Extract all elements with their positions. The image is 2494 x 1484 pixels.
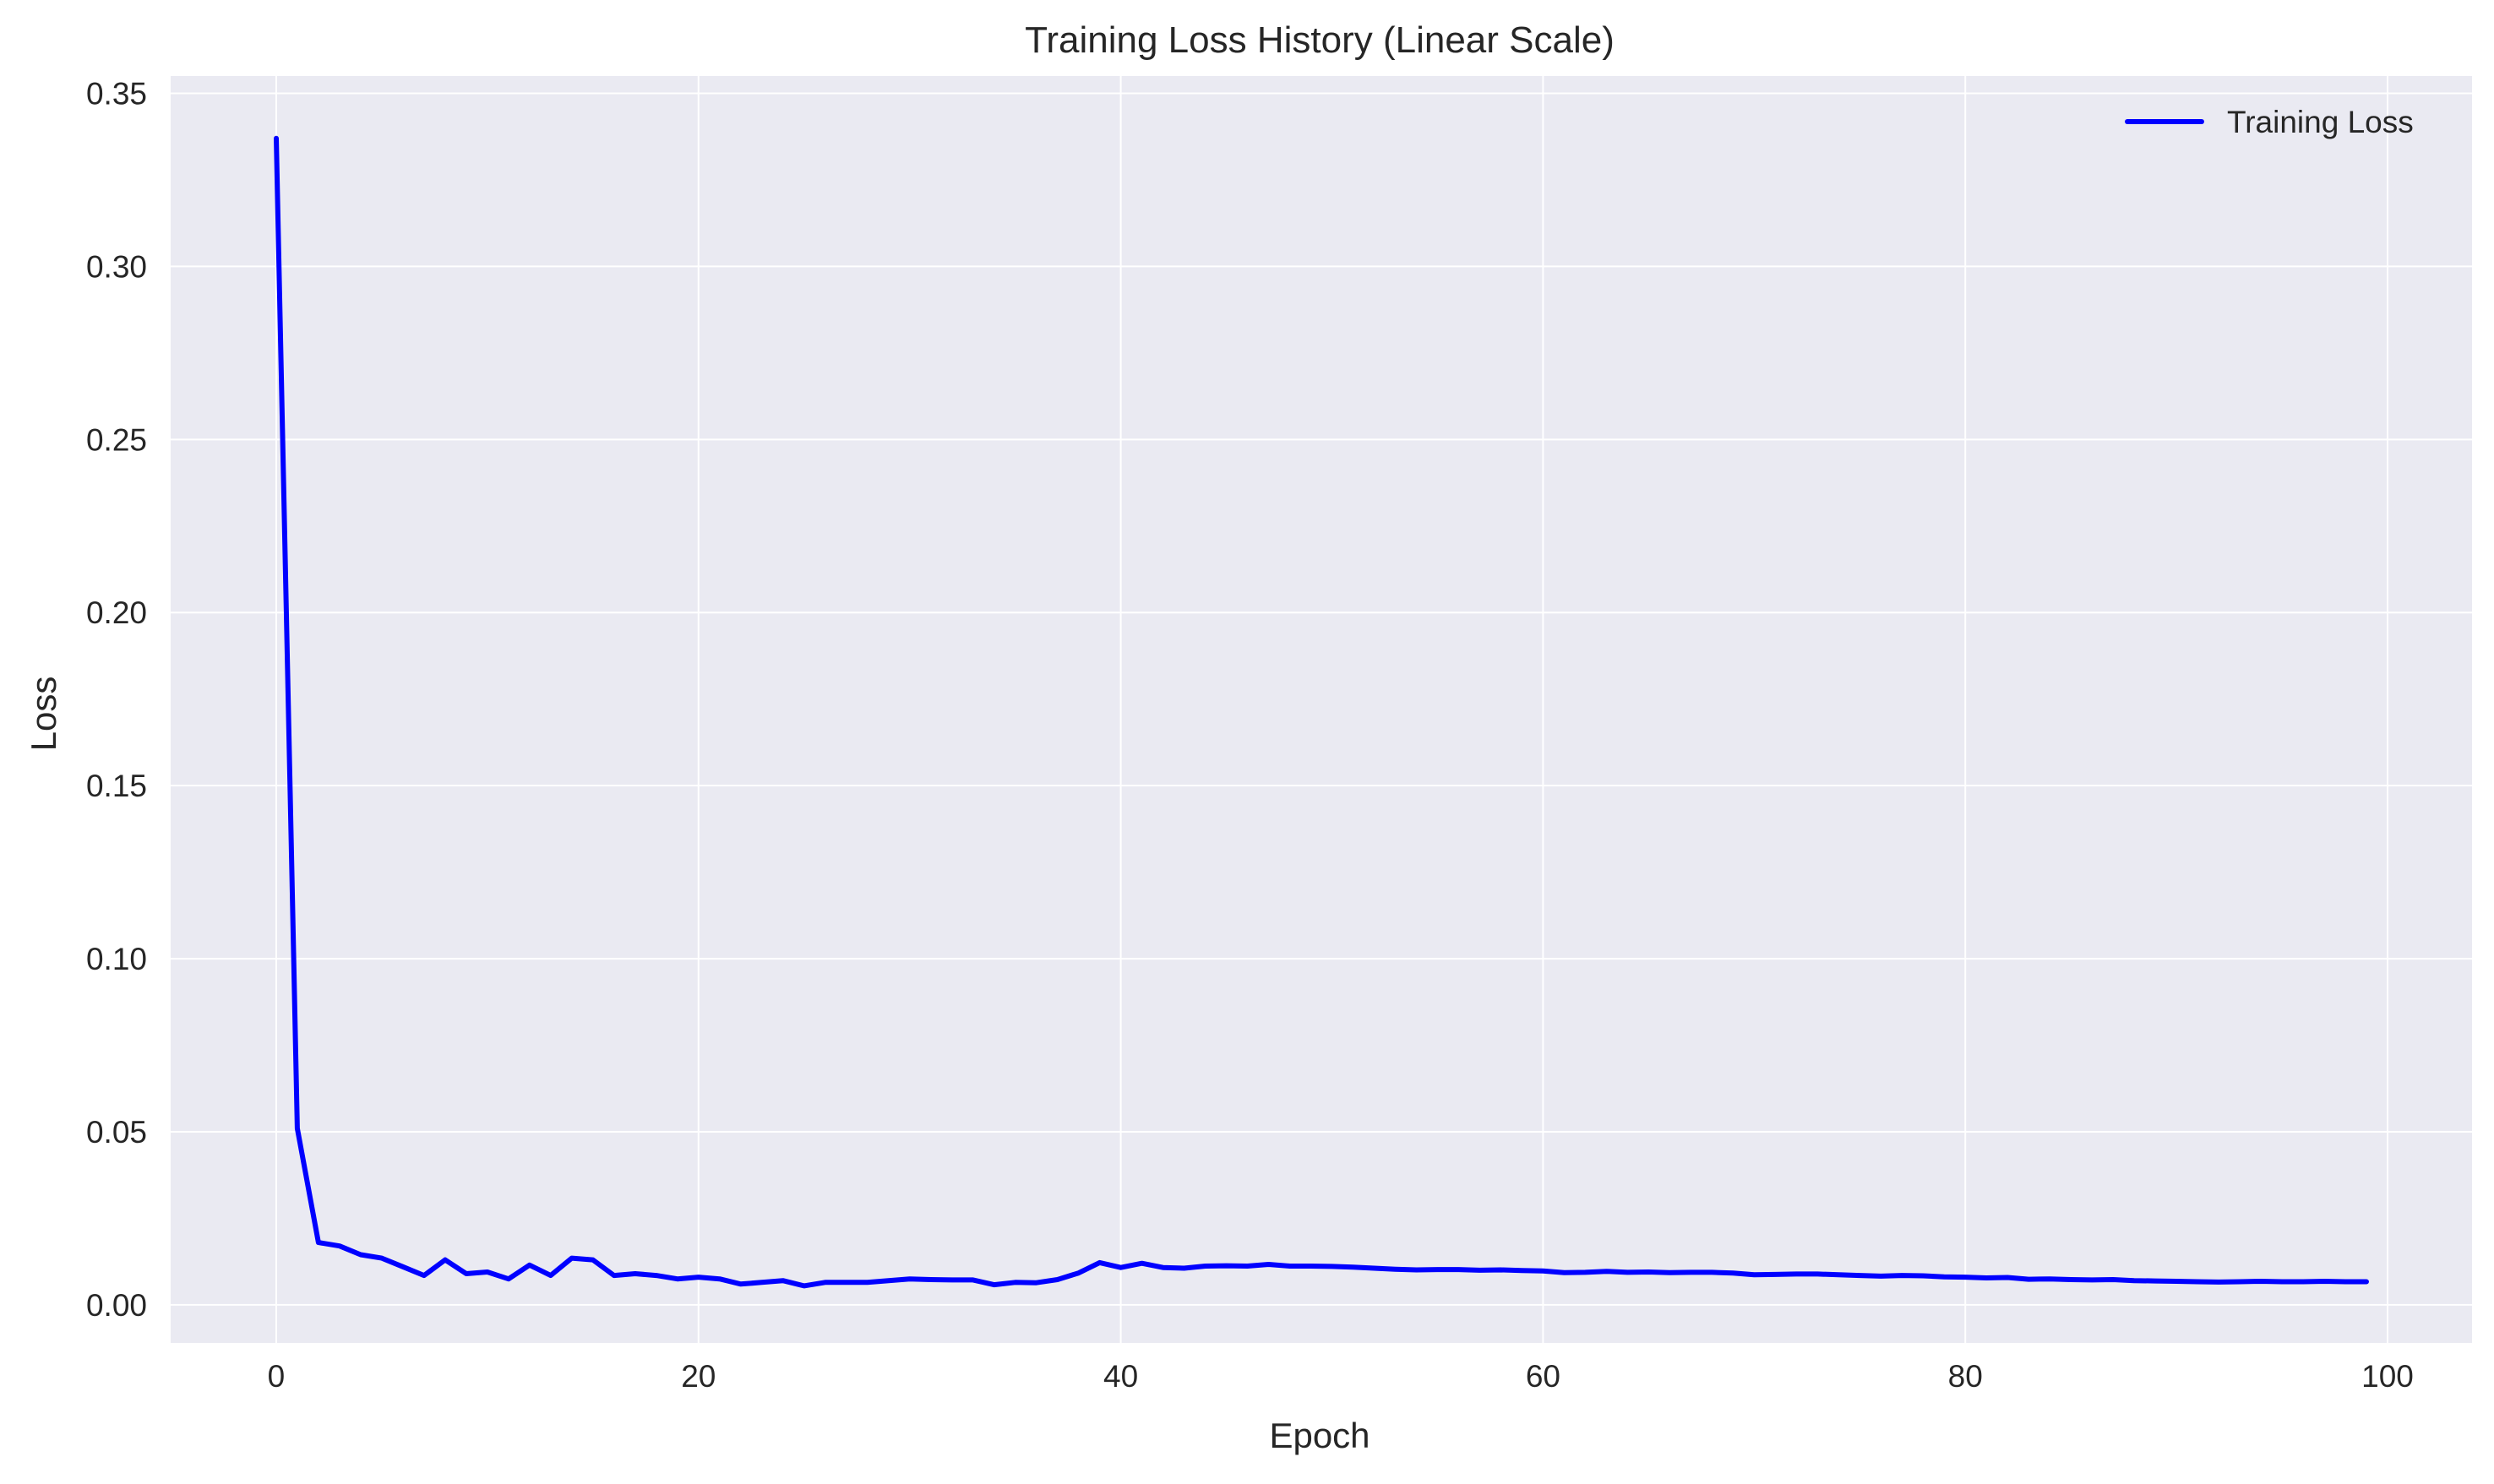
y-tick-label: 0.05 — [86, 1115, 147, 1150]
x-tick-label: 40 — [1103, 1359, 1138, 1394]
x-tick-label: 20 — [681, 1359, 716, 1394]
y-tick-label: 0.20 — [86, 595, 147, 630]
y-axis-ticks: 0.00 0.05 0.10 0.15 0.20 0.25 0.30 0.35 — [86, 76, 147, 1322]
legend-label-training-loss: Training Loss — [2227, 105, 2414, 139]
x-axis-ticks: 0 20 40 60 80 100 — [268, 1359, 2414, 1394]
x-axis-label: Epoch — [1269, 1416, 1370, 1455]
legend: Training Loss — [2125, 105, 2414, 139]
y-tick-label: 0.00 — [86, 1288, 147, 1323]
series-line-training-loss — [274, 135, 2369, 1289]
chart-title: Training Loss History (Linear Scale) — [1025, 19, 1615, 61]
y-tick-label: 0.30 — [86, 249, 147, 284]
series-layer — [274, 135, 2369, 1289]
x-tick-label: 100 — [2361, 1359, 2414, 1394]
x-tick-label: 80 — [1948, 1359, 1983, 1394]
x-tick-label: 60 — [1526, 1359, 1560, 1394]
grid-lines — [171, 76, 2472, 1343]
y-tick-label: 0.15 — [86, 769, 147, 803]
y-tick-label: 0.10 — [86, 942, 147, 976]
x-tick-label: 0 — [268, 1359, 286, 1394]
y-axis-label: Loss — [24, 677, 63, 752]
y-tick-label: 0.35 — [86, 76, 147, 111]
y-tick-label: 0.25 — [86, 422, 147, 457]
